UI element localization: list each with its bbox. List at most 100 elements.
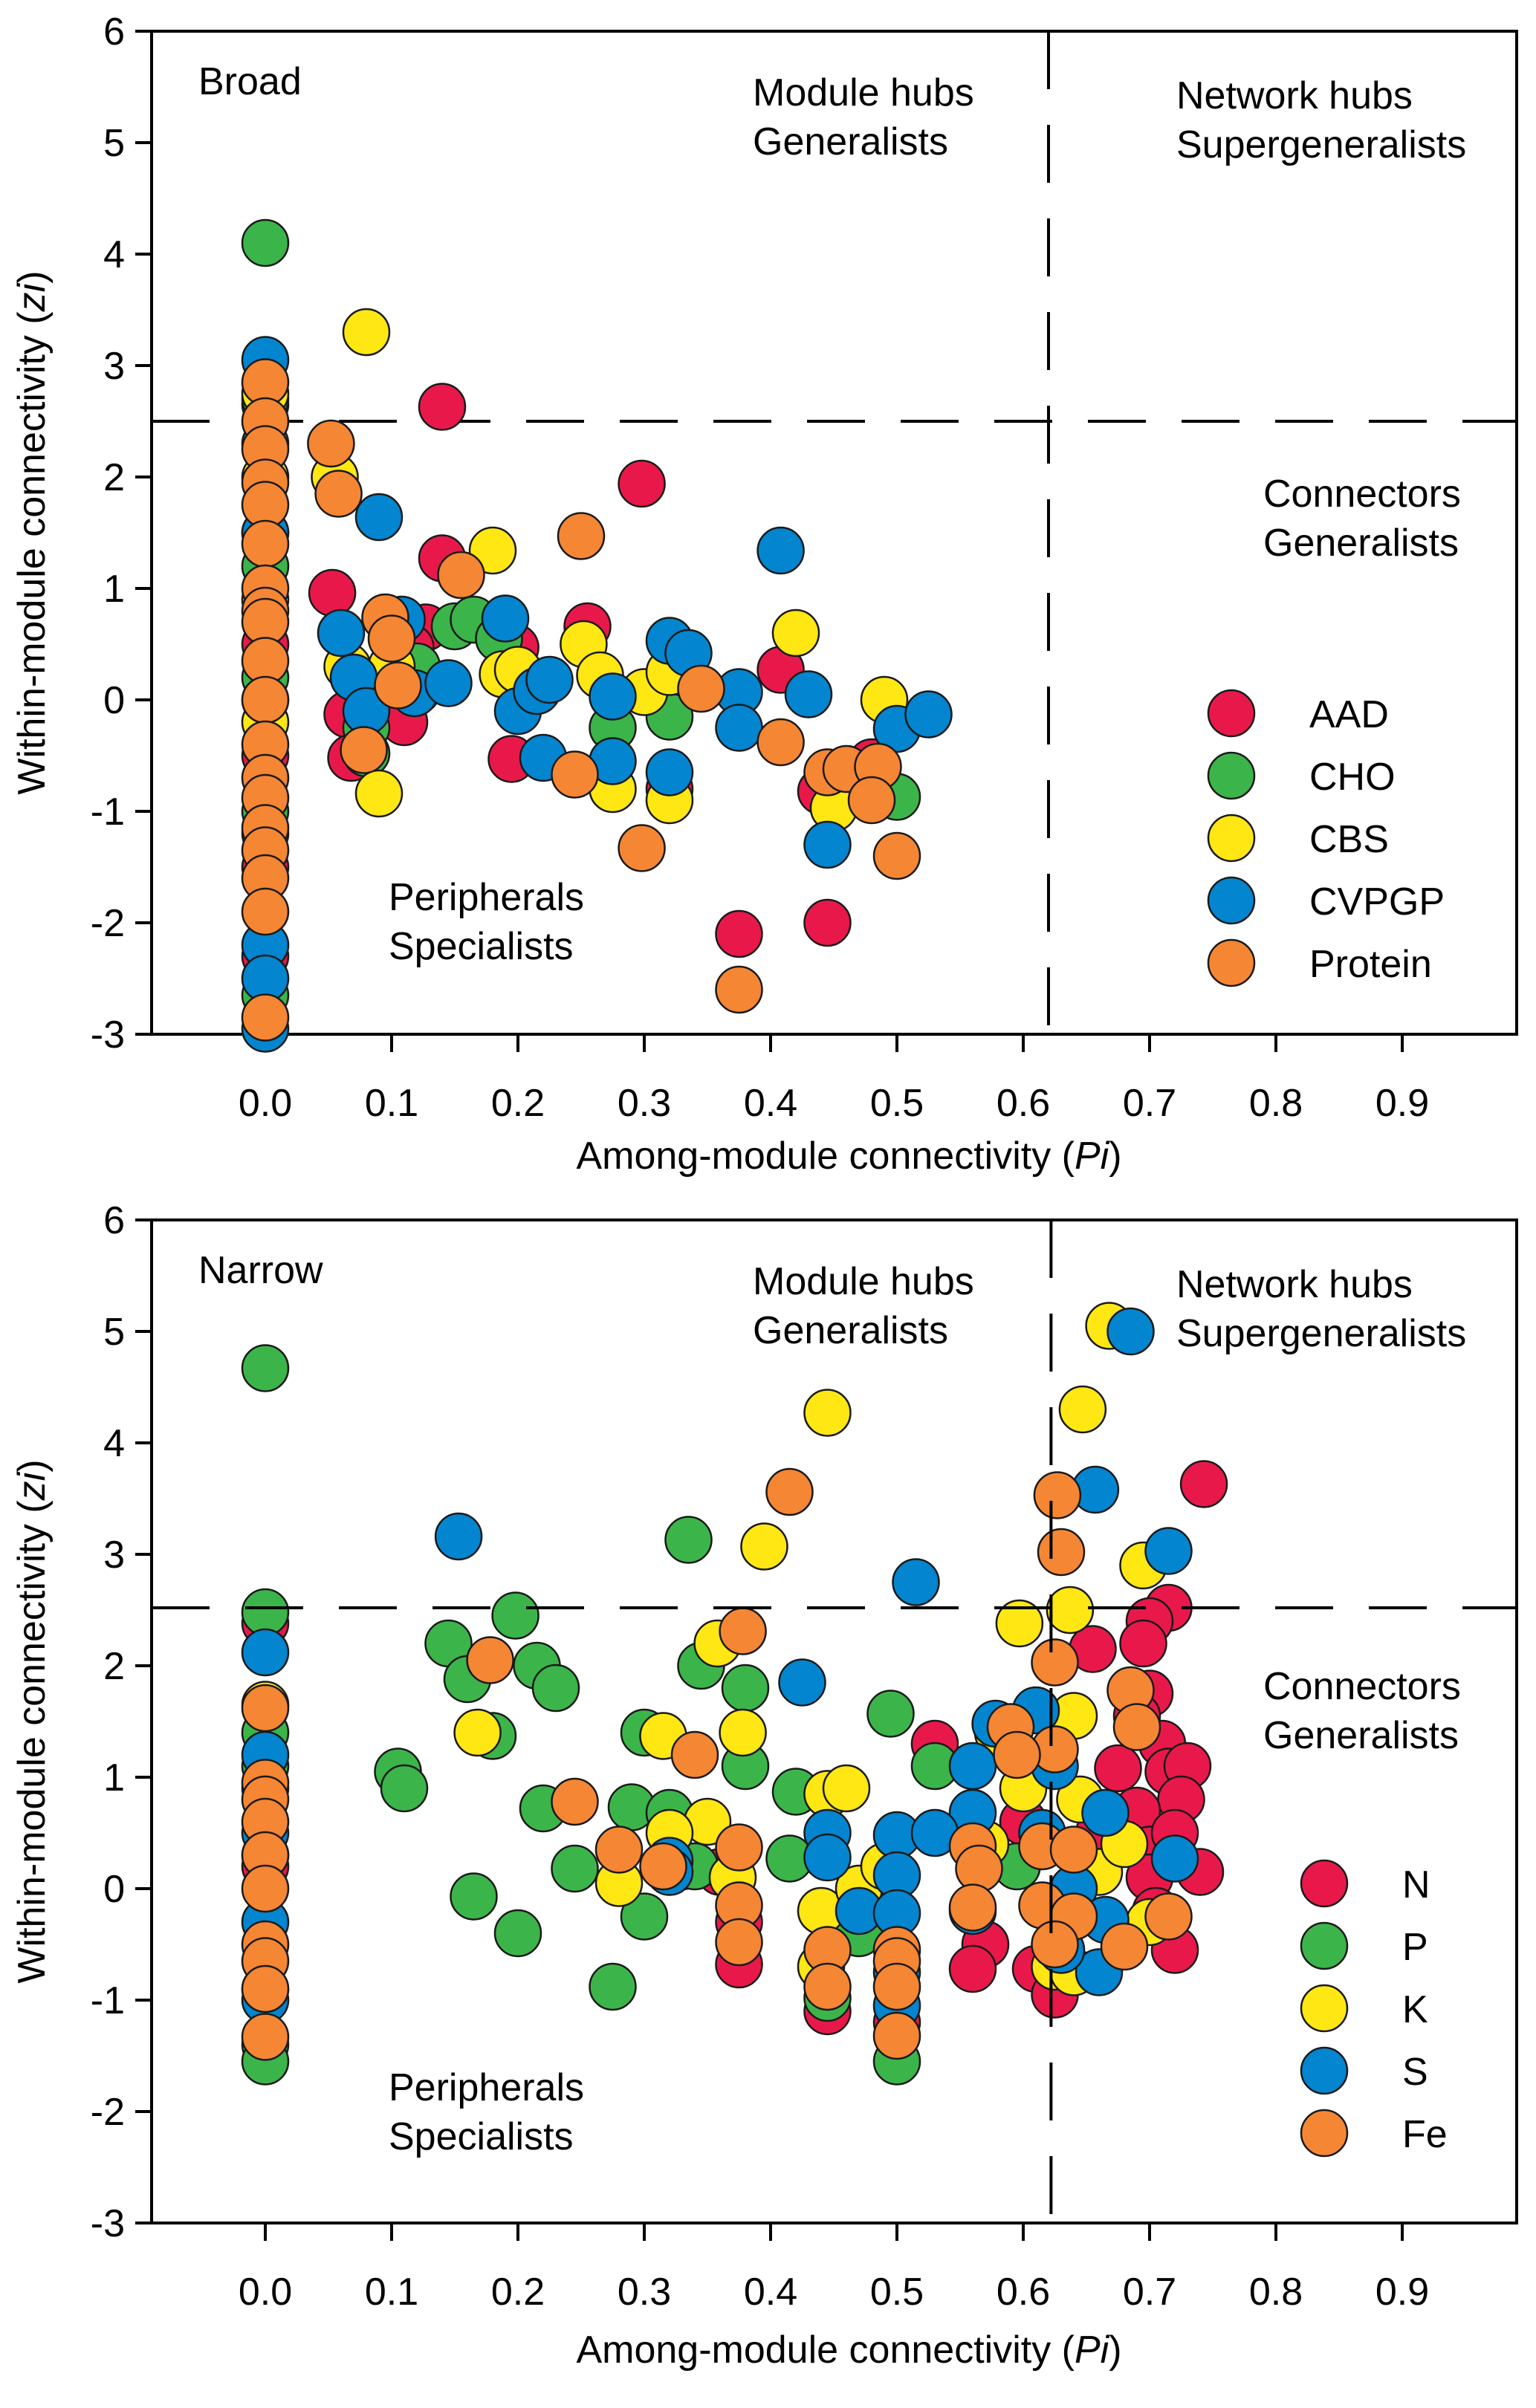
point-fe: [765, 1467, 814, 1516]
y-tick-label: 3: [103, 1534, 125, 1577]
legend-marker-cho: [1207, 751, 1256, 800]
plot-frame: [150, 1218, 1518, 2224]
x-tick-label: 0.2: [491, 2271, 545, 2314]
legend-label-cvpgp: CVPGP: [1309, 880, 1445, 924]
y-tick-label: -1: [91, 791, 125, 834]
point-cvpgp: [715, 704, 763, 752]
point-fe: [993, 1730, 1041, 1779]
x-tick-label: 0.0: [239, 2271, 292, 2314]
point-fe: [1033, 1471, 1082, 1519]
panel-broad: -3 -2 -1 0 1 2 3 4 5 6 0.0 0.1 0.2 0.3 0.4 0.5 0.6 0.7 0.8…: [10, 10, 1518, 1178]
point-fe: [1100, 1922, 1149, 1971]
point-protein: [715, 965, 763, 1014]
point-aad: [803, 898, 852, 947]
points-layer: [241, 1302, 1228, 2086]
point-p: [589, 1962, 637, 2011]
point-cvpgp: [525, 655, 574, 704]
y-tick-label: 6: [103, 10, 125, 53]
point-s: [948, 1742, 997, 1791]
point-s: [1081, 1788, 1130, 1837]
y-tick-label: 5: [103, 1311, 125, 1354]
points-layer: [241, 218, 953, 1053]
point-p: [531, 1664, 580, 1713]
point-p: [866, 1690, 915, 1738]
point-k: [822, 1764, 871, 1813]
y-tick-label: -2: [91, 902, 125, 945]
point-p: [493, 1909, 542, 1958]
point-fe: [872, 2011, 921, 2060]
point-k: [803, 1389, 852, 1437]
point-p: [620, 1892, 669, 1941]
point-cvpgp: [354, 493, 404, 542]
point-fe: [1031, 1638, 1079, 1687]
legend-label-aad: AAD: [1309, 693, 1389, 736]
x-tick-label: 0.7: [1123, 2271, 1176, 2314]
point-fe: [241, 2013, 290, 2061]
point-cvpgp: [784, 670, 833, 718]
y-tick-label: 0: [103, 1868, 125, 1911]
module-hubs-label: Module hubs Generalists: [753, 1260, 974, 1352]
connectors-label: Connectors Generalists: [1263, 473, 1461, 565]
legend-label-n: N: [1402, 1863, 1430, 1906]
y-tick-label: 4: [103, 233, 125, 276]
point-p: [491, 1591, 539, 1640]
y-axis-title: Within-module connectivity (zi): [10, 1459, 54, 1983]
legend-label-cho: CHO: [1309, 756, 1396, 799]
point-cbs: [354, 769, 404, 818]
point-aad: [418, 383, 467, 431]
y-tick-label: 1: [103, 568, 125, 611]
point-s: [892, 1558, 940, 1606]
point-protein: [437, 551, 485, 600]
legend-marker-s: [1300, 2046, 1349, 2095]
legend-marker-n: [1300, 1859, 1349, 1908]
point-k: [1058, 1385, 1107, 1434]
x-tick-label: 0.2: [491, 1082, 545, 1125]
point-fe: [803, 1962, 852, 2011]
point-cvpgp: [317, 609, 366, 658]
point-n: [948, 1944, 997, 1993]
point-protein: [872, 831, 921, 880]
x-tick-label: 0.4: [744, 1082, 797, 1125]
point-s: [1150, 1834, 1199, 1883]
x-tick-label: 0.6: [997, 2271, 1050, 2314]
y-tick-label: -3: [91, 1013, 125, 1057]
point-protein: [557, 512, 606, 560]
point-aad: [308, 568, 357, 617]
y-tick-label: -1: [91, 1979, 125, 2022]
y-tick-label: -2: [91, 2091, 125, 2134]
legend-marker-p: [1300, 1921, 1349, 1970]
point-s: [241, 1628, 290, 1677]
legend-label-p: P: [1402, 1926, 1428, 1969]
point-protein: [367, 614, 416, 663]
y-tick-label: 4: [103, 1422, 125, 1465]
x-tick-label: 0.3: [618, 1082, 671, 1125]
legend-marker-protein: [1207, 938, 1256, 987]
point-cvpgp: [424, 659, 473, 707]
point-fe: [241, 1964, 290, 2013]
point-aad: [618, 459, 666, 508]
legend-marker-k: [1300, 1984, 1349, 2033]
module-hubs-label: Module hubs Generalists: [753, 71, 974, 163]
point-fe: [1031, 1920, 1079, 1969]
point-n: [1119, 1619, 1167, 1668]
point-p: [664, 1516, 713, 1564]
point-cvpgp: [589, 672, 637, 721]
legend-marker-aad: [1207, 689, 1256, 738]
point-cvpgp: [803, 820, 852, 869]
point-protein: [241, 887, 290, 936]
x-tick-label: 0.0: [239, 1082, 292, 1125]
x-tick-label: 0.1: [365, 2271, 418, 2314]
point-k: [453, 1708, 502, 1757]
point-aad: [715, 909, 763, 958]
point-cvpgp: [756, 526, 805, 575]
legend-label-s: S: [1402, 2051, 1428, 2094]
point-cbs: [771, 609, 820, 658]
point-fe: [551, 1777, 599, 1826]
x-tick-label: 0.7: [1123, 1082, 1176, 1125]
panel-title-label: Broad: [198, 60, 302, 103]
point-k: [719, 1708, 767, 1757]
y-tick-label: 1: [103, 1756, 125, 1799]
point-p: [721, 1664, 770, 1713]
point-cvpgp: [904, 690, 953, 739]
